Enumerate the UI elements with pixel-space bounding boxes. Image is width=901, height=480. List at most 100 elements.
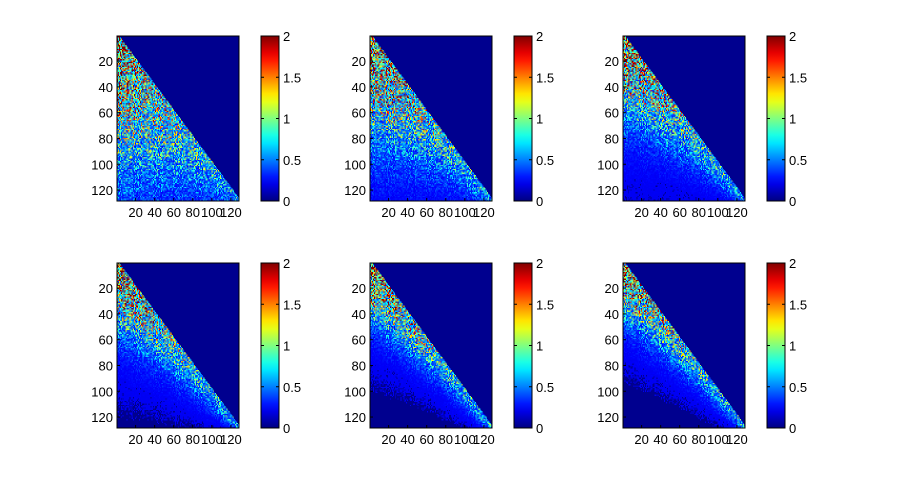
- y-tick-label: 120: [597, 183, 619, 198]
- y-tick-label: 20: [99, 281, 113, 296]
- x-tick-label: 100: [707, 205, 729, 220]
- colorbar-tick-label: 2: [283, 29, 290, 44]
- heatmap-image: [623, 36, 745, 201]
- colorbar-tick-label: 0.5: [789, 380, 807, 395]
- y-tick-label: 100: [344, 384, 366, 399]
- colorbar-tick-label: 1.5: [283, 70, 301, 85]
- colorbar-tick-label: 1: [536, 339, 543, 354]
- colorbar-tick-label: 2: [789, 256, 796, 271]
- y-tick-label: 40: [605, 80, 619, 95]
- x-tick-label: 120: [726, 205, 748, 220]
- x-tick-label: 20: [128, 432, 142, 447]
- colorbar-tick-label: 1.5: [789, 70, 807, 85]
- y-tick-label: 120: [91, 410, 113, 425]
- colorbar-tick-label: 1.5: [283, 297, 301, 312]
- heatmap-image: [370, 263, 492, 428]
- y-tick-label: 40: [605, 307, 619, 322]
- y-tick-label: 60: [99, 333, 113, 348]
- colorbar: 0 0.5 1 1.5 2: [260, 29, 301, 209]
- y-tick-label: 100: [344, 157, 366, 172]
- colorbar-tick-label: 0: [283, 421, 290, 436]
- colorbar-tick-label: 0.5: [789, 153, 807, 168]
- y-tick-label: 20: [352, 54, 366, 69]
- colorbar-tick-label: 1: [283, 339, 290, 354]
- x-tick-label: 40: [653, 432, 667, 447]
- y-tick-label: 40: [352, 80, 366, 95]
- x-tick-label: 100: [707, 432, 729, 447]
- y-tick-label: 60: [99, 106, 113, 121]
- colorbar-tick-label: 2: [789, 29, 796, 44]
- y-tick-label: 20: [605, 54, 619, 69]
- y-tick-label: 120: [344, 183, 366, 198]
- colorbar-tick-label: 2: [283, 256, 290, 271]
- x-tick-label: 120: [726, 432, 748, 447]
- y-tick-label: 20: [352, 281, 366, 296]
- x-tick-label: 60: [419, 205, 433, 220]
- colorbar-tick-label: 1: [283, 112, 290, 127]
- colorbar-tick-label: 0: [789, 421, 796, 436]
- y-tick-label: 120: [597, 410, 619, 425]
- x-tick-label: 40: [400, 432, 414, 447]
- x-tick-label: 120: [220, 432, 242, 447]
- x-tick-label: 80: [692, 432, 706, 447]
- x-tick-label: 120: [220, 205, 242, 220]
- y-tick-label: 60: [352, 333, 366, 348]
- y-tick-label: 80: [605, 131, 619, 146]
- x-tick-label: 60: [419, 432, 433, 447]
- x-tick-label: 80: [439, 205, 453, 220]
- x-tick-label: 20: [381, 205, 395, 220]
- colorbar: 0 0.5 1 1.5 2: [513, 29, 554, 209]
- x-tick-label: 120: [473, 432, 495, 447]
- x-tick-label: 60: [672, 205, 686, 220]
- x-tick-label: 60: [166, 205, 180, 220]
- colorbar-tick-label: 0: [283, 194, 290, 209]
- colorbar-tick-label: 1.5: [789, 297, 807, 312]
- x-tick-label: 60: [672, 432, 686, 447]
- y-tick-label: 80: [99, 358, 113, 373]
- x-tick-label: 100: [454, 205, 476, 220]
- y-tick-label: 40: [99, 80, 113, 95]
- colorbar-tick-label: 0.5: [283, 153, 301, 168]
- y-tick-label: 20: [99, 54, 113, 69]
- colorbar-tick-label: 2: [536, 29, 543, 44]
- axes-frame: [622, 35, 746, 202]
- axes-frame: [116, 35, 240, 202]
- x-tick-label: 20: [634, 205, 648, 220]
- y-tick-label: 100: [91, 384, 113, 399]
- x-tick-label: 100: [454, 432, 476, 447]
- heatmap-image: [117, 36, 239, 201]
- colorbar: 0 0.5 1 1.5 2: [766, 29, 807, 209]
- colorbar-tick-label: 0: [536, 421, 543, 436]
- heatmap-image: [370, 36, 492, 201]
- heatmap-image: [117, 263, 239, 428]
- colorbar-tick-label: 0.5: [536, 380, 554, 395]
- x-tick-label: 80: [186, 432, 200, 447]
- y-tick-label: 80: [605, 358, 619, 373]
- colorbar-tick-label: 1: [536, 112, 543, 127]
- colorbar-tick-label: 0: [789, 194, 796, 209]
- x-tick-label: 40: [653, 205, 667, 220]
- axes-frame: [369, 262, 493, 429]
- axes-frame: [116, 262, 240, 429]
- y-tick-label: 100: [597, 157, 619, 172]
- colorbar: 0 0.5 1 1.5 2: [766, 256, 807, 436]
- y-tick-label: 60: [352, 106, 366, 121]
- heatmap-image: [623, 263, 745, 428]
- colorbar: 0 0.5 1 1.5 2: [513, 256, 554, 436]
- y-tick-label: 80: [99, 131, 113, 146]
- x-tick-label: 100: [201, 205, 223, 220]
- x-tick-label: 40: [147, 432, 161, 447]
- x-tick-label: 60: [166, 432, 180, 447]
- x-tick-label: 40: [147, 205, 161, 220]
- colorbar-tick-label: 1: [789, 339, 796, 354]
- colorbar-tick-label: 1.5: [536, 297, 554, 312]
- colorbar-tick-label: 2: [536, 256, 543, 271]
- x-tick-label: 20: [128, 205, 142, 220]
- x-tick-label: 20: [634, 432, 648, 447]
- y-tick-label: 20: [605, 281, 619, 296]
